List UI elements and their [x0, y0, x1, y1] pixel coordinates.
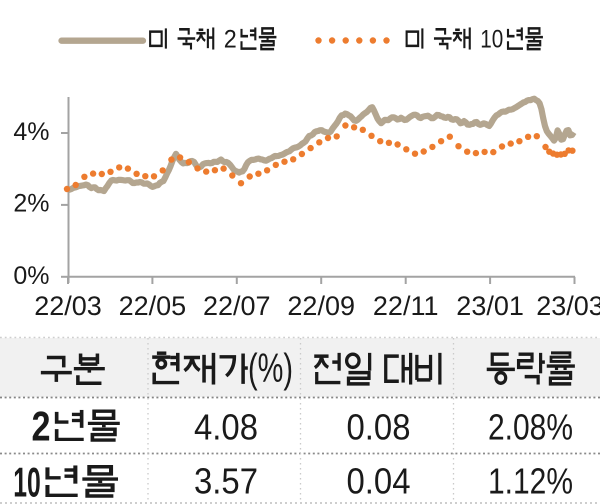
svg-text:22/03: 22/03: [34, 291, 102, 321]
svg-text:22/05: 22/05: [119, 291, 187, 321]
svg-text:10: 10: [480, 26, 503, 54]
svg-text:1.12%: 1.12%: [488, 461, 573, 502]
svg-text:22/07: 22/07: [203, 291, 271, 321]
svg-text:2: 2: [224, 26, 237, 54]
svg-text:3.57: 3.57: [194, 461, 258, 502]
svg-text:22/09: 22/09: [287, 291, 355, 321]
svg-text:0.04: 0.04: [347, 461, 411, 502]
svg-text:0.08: 0.08: [347, 407, 411, 448]
svg-text:4.08: 4.08: [194, 407, 258, 448]
svg-text:(%): (%): [248, 345, 293, 391]
svg-text:2%: 2%: [13, 190, 49, 218]
svg-text:0%: 0%: [13, 262, 49, 290]
svg-text:23/01: 23/01: [456, 291, 524, 321]
svg-text:2: 2: [32, 403, 51, 450]
svg-text:2.08%: 2.08%: [488, 407, 573, 448]
svg-text:23/03: 23/03: [536, 291, 600, 321]
svg-text:10: 10: [13, 458, 41, 504]
svg-text:4%: 4%: [13, 118, 49, 146]
svg-text:22/11: 22/11: [373, 291, 439, 321]
